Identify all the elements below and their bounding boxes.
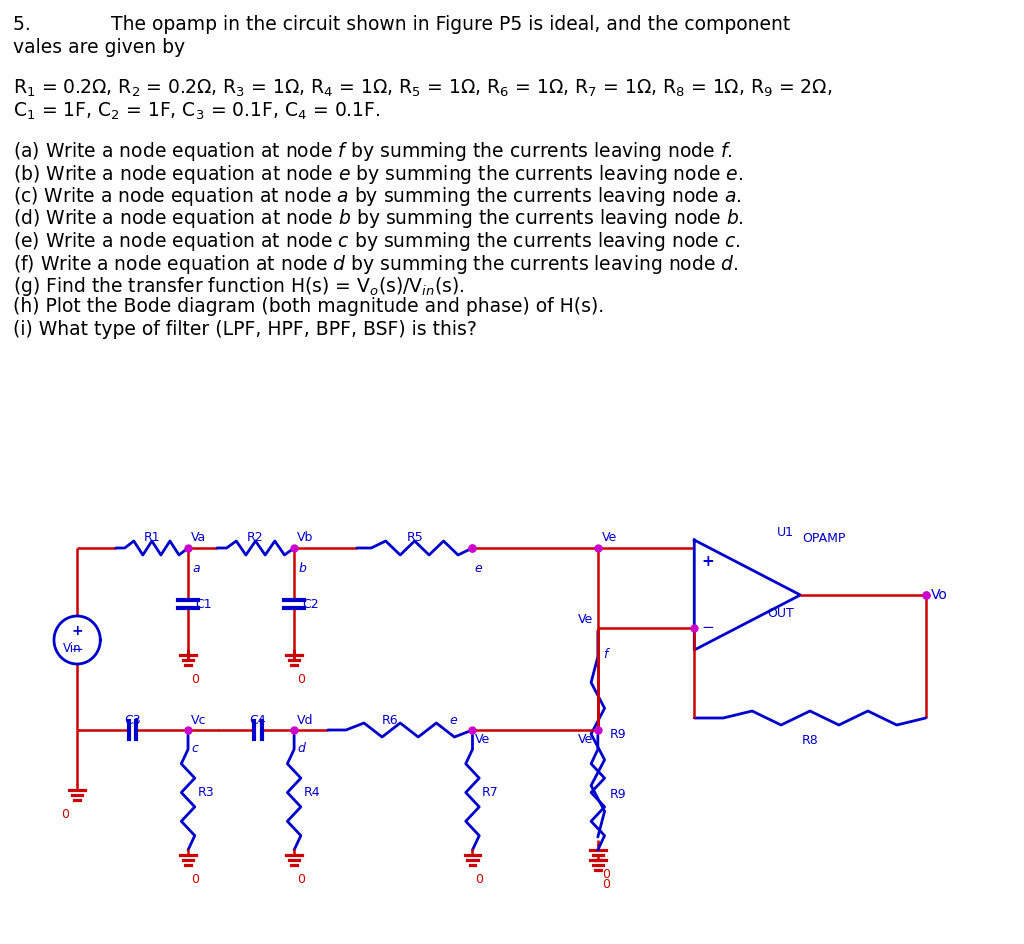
Text: The opamp in the circuit shown in Figure P5 is ideal, and the component: The opamp in the circuit shown in Figure… [111, 15, 791, 34]
Text: C2: C2 [302, 598, 318, 611]
Text: Vc: Vc [190, 714, 207, 727]
Text: 5.: 5. [13, 15, 37, 34]
Text: R7: R7 [482, 786, 499, 799]
Text: R3: R3 [198, 786, 214, 799]
Text: Vin: Vin [63, 642, 82, 654]
Text: a: a [193, 562, 201, 575]
Text: C3: C3 [124, 714, 141, 727]
Text: −: − [701, 620, 714, 635]
Text: Ve: Ve [578, 733, 593, 746]
Text: 0: 0 [190, 673, 199, 686]
Text: (g) Find the transfer function H(s) = V$_o$(s)/V$_{in}$(s).: (g) Find the transfer function H(s) = V$… [13, 275, 465, 298]
Text: Ve: Ve [475, 733, 490, 746]
Text: R1: R1 [143, 531, 160, 544]
Text: Vd: Vd [297, 714, 313, 727]
Text: C4: C4 [250, 714, 266, 727]
Text: Ve: Ve [602, 531, 616, 544]
Text: −: − [71, 642, 84, 656]
Text: R$_1$ = 0.2Ω, R$_2$ = 0.2Ω, R$_3$ = 1Ω, R$_4$ = 1Ω, R$_5$ = 1Ω, R$_6$ = 1Ω, R$_7: R$_1$ = 0.2Ω, R$_2$ = 0.2Ω, R$_3$ = 1Ω, … [13, 78, 833, 99]
Text: (h) Plot the Bode diagram (both magnitude and phase) of H(s).: (h) Plot the Bode diagram (both magnitud… [13, 297, 604, 316]
Text: (a) Write a node equation at node $\it{f}$ by summing the currents leaving node : (a) Write a node equation at node $\it{f… [13, 140, 733, 163]
Text: U1: U1 [777, 526, 795, 539]
Text: b: b [299, 562, 307, 575]
Text: 0: 0 [61, 808, 70, 821]
Text: R6: R6 [382, 714, 398, 727]
Text: R9: R9 [609, 788, 626, 801]
Text: C1: C1 [196, 598, 212, 611]
Text: (d) Write a node equation at node $\it{b}$ by summing the currents leaving node : (d) Write a node equation at node $\it{b… [13, 208, 744, 230]
Text: vales are given by: vales are given by [13, 38, 185, 57]
Text: R5: R5 [407, 531, 423, 544]
Text: +: + [701, 554, 714, 569]
Text: OPAMP: OPAMP [802, 532, 846, 545]
Text: Vo: Vo [931, 588, 947, 602]
Text: c: c [190, 742, 198, 755]
Text: (b) Write a node equation at node $\it{e}$ by summing the currents leaving node : (b) Write a node equation at node $\it{e… [13, 162, 743, 186]
Text: Vb: Vb [297, 531, 313, 544]
Text: (i) What type of filter (LPF, HPF, BPF, BSF) is this?: (i) What type of filter (LPF, HPF, BPF, … [13, 320, 477, 339]
Text: R9: R9 [609, 728, 626, 740]
Text: d: d [297, 742, 305, 755]
Text: (c) Write a node equation at node $\it{a}$ by summing the currents leaving node : (c) Write a node equation at node $\it{a… [13, 185, 742, 208]
Text: 0: 0 [190, 873, 199, 886]
Text: +: + [72, 624, 83, 638]
Text: R4: R4 [304, 786, 321, 799]
Text: C$_1$ = 1F, C$_2$ = 1F, C$_3$ = 0.1F, C$_4$ = 0.1F.: C$_1$ = 1F, C$_2$ = 1F, C$_3$ = 0.1F, C$… [13, 101, 381, 123]
Text: e: e [474, 562, 482, 575]
Text: 0: 0 [297, 673, 305, 686]
Text: 0: 0 [297, 873, 305, 886]
Text: f: f [603, 648, 607, 661]
Text: 0: 0 [602, 878, 609, 891]
Text: (e) Write a node equation at node $\it{c}$ by summing the currents leaving node : (e) Write a node equation at node $\it{c… [13, 230, 740, 253]
Text: 0: 0 [475, 873, 483, 886]
Text: R2: R2 [247, 531, 264, 544]
Text: e: e [450, 714, 457, 727]
Text: Va: Va [190, 531, 206, 544]
Text: (f) Write a node equation at node $\it{d}$ by summing the currents leaving node : (f) Write a node equation at node $\it{d… [13, 252, 739, 276]
Text: Ve: Ve [578, 613, 593, 626]
Text: R8: R8 [802, 734, 818, 747]
Text: 0: 0 [602, 868, 609, 881]
Text: OUT: OUT [768, 607, 795, 620]
